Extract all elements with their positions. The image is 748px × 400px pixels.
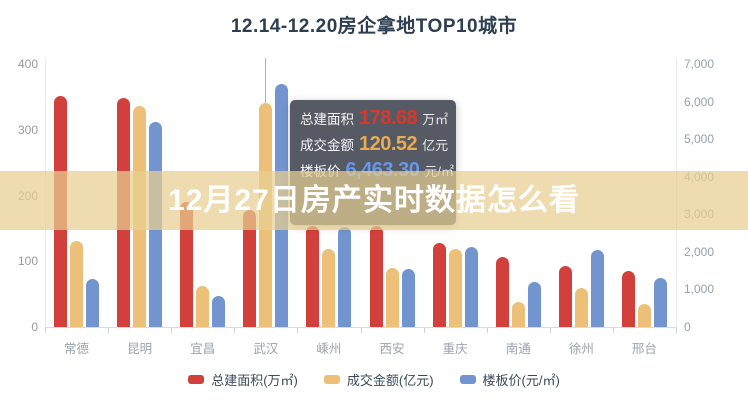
tooltip-label: 总建面积 bbox=[300, 112, 354, 127]
bar[interactable] bbox=[369, 225, 383, 327]
tooltip-row: 成交金额 120.52 亿元 bbox=[300, 133, 449, 159]
x-axis-label: 常德 bbox=[64, 342, 90, 356]
bar[interactable] bbox=[385, 267, 399, 327]
tooltip-label: 成交金额 bbox=[300, 138, 354, 153]
y-axis-label-right: 5,000 bbox=[684, 132, 715, 147]
x-axis-label: 宜昌 bbox=[190, 342, 216, 356]
axis-tick bbox=[486, 328, 488, 333]
y-axis-label-left: 100 bbox=[17, 254, 38, 269]
legend-label: 成交金额(亿元) bbox=[346, 372, 434, 388]
bar[interactable] bbox=[621, 271, 635, 327]
legend-swatch-icon bbox=[459, 374, 476, 384]
axis-tick bbox=[108, 328, 110, 333]
bar[interactable] bbox=[322, 248, 336, 327]
bar[interactable] bbox=[70, 240, 84, 327]
x-axis-label: 重庆 bbox=[442, 342, 468, 356]
axis-tick bbox=[171, 328, 173, 333]
axis-tick bbox=[612, 328, 614, 333]
legend-swatch-icon bbox=[323, 374, 340, 384]
bar[interactable] bbox=[637, 303, 651, 327]
y-axis-label-right: 1,000 bbox=[684, 282, 715, 297]
y-axis-label-right: 7,000 bbox=[684, 57, 715, 71]
x-axis-label: 昆明 bbox=[127, 342, 153, 356]
tooltip-value: 178.68 bbox=[359, 107, 418, 129]
x-axis-label: 西安 bbox=[379, 342, 405, 356]
bar[interactable] bbox=[180, 202, 194, 327]
bar[interactable] bbox=[306, 226, 320, 327]
bar[interactable] bbox=[574, 288, 588, 327]
tooltip-value: 120.52 bbox=[359, 133, 418, 155]
x-axis-label: 武汉 bbox=[253, 342, 279, 356]
bar[interactable] bbox=[511, 302, 525, 327]
bar[interactable] bbox=[338, 227, 352, 327]
bar[interactable] bbox=[558, 265, 572, 327]
bar[interactable] bbox=[464, 246, 478, 327]
axis-tick bbox=[234, 328, 236, 333]
bar[interactable] bbox=[86, 278, 100, 327]
legend-item[interactable]: 成交金额(亿元) bbox=[323, 370, 434, 389]
legend-item[interactable]: 总建面积(万㎡) bbox=[188, 370, 298, 389]
legend-label: 总建面积(万㎡) bbox=[211, 372, 298, 388]
overlay-band bbox=[0, 171, 748, 230]
bar[interactable] bbox=[495, 257, 509, 327]
bar[interactable] bbox=[653, 278, 667, 327]
y-axis-label-right: 0 bbox=[684, 320, 691, 334]
legend-swatch-icon bbox=[188, 374, 205, 384]
tooltip-unit: 亿元 bbox=[422, 138, 449, 153]
bar[interactable] bbox=[243, 209, 257, 327]
tooltip-row: 总建面积 178.68 万㎡ bbox=[300, 107, 449, 133]
bottom-axis-line bbox=[45, 327, 677, 328]
axis-tick bbox=[297, 328, 299, 333]
bar[interactable] bbox=[432, 243, 446, 327]
axis-tick bbox=[45, 328, 46, 333]
legend: 总建面积(万㎡) 成交金额(亿元) 楼板价(元/㎡) bbox=[0, 370, 748, 388]
y-axis-label-right: 6,000 bbox=[684, 94, 715, 109]
chart-title: 12.14-12.20房企拿地TOP10城市 bbox=[230, 16, 518, 37]
y-axis-label-left: 400 bbox=[17, 57, 38, 71]
axis-tick bbox=[360, 328, 362, 333]
overlay-caption: 12月27日房产实时数据怎么看 bbox=[168, 184, 580, 217]
bar[interactable] bbox=[212, 295, 226, 327]
y-axis-label-left: 300 bbox=[17, 122, 38, 137]
bar[interactable] bbox=[590, 249, 604, 327]
axis-tick bbox=[676, 328, 677, 333]
legend-label: 楼板价(元/㎡) bbox=[482, 372, 560, 388]
bar[interactable] bbox=[448, 249, 462, 327]
x-axis-label: 徐州 bbox=[568, 342, 594, 356]
bar[interactable] bbox=[196, 285, 210, 327]
axis-tick bbox=[423, 328, 425, 333]
y-axis-label-left: 0 bbox=[31, 320, 38, 334]
tooltip-unit: 万㎡ bbox=[422, 112, 449, 127]
bar[interactable] bbox=[527, 281, 541, 327]
x-axis-label: 南通 bbox=[505, 342, 531, 356]
x-axis-label: 邢台 bbox=[631, 342, 657, 356]
x-axis-label: 嵊州 bbox=[316, 342, 342, 356]
legend-item[interactable]: 楼板价(元/㎡) bbox=[459, 370, 560, 389]
bar[interactable] bbox=[401, 268, 415, 327]
y-axis-label-right: 2,000 bbox=[684, 244, 715, 259]
axis-tick bbox=[549, 328, 551, 333]
